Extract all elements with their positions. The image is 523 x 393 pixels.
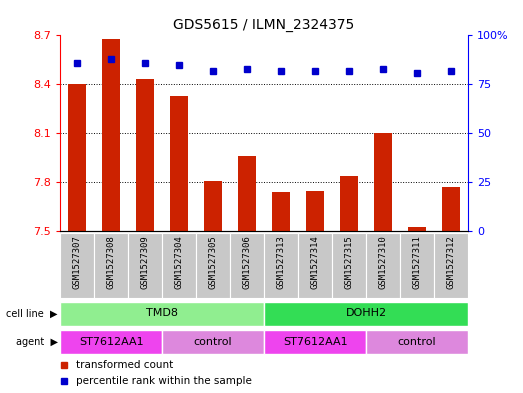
Bar <box>238 156 256 231</box>
Text: GSM1527311: GSM1527311 <box>413 235 422 289</box>
Text: GSM1527304: GSM1527304 <box>175 235 184 289</box>
Bar <box>60 330 162 354</box>
Bar <box>442 187 460 231</box>
Bar <box>434 233 468 298</box>
Text: ST7612AA1: ST7612AA1 <box>79 337 143 347</box>
Title: GDS5615 / ILMN_2324375: GDS5615 / ILMN_2324375 <box>174 18 355 31</box>
Bar <box>374 134 392 231</box>
Text: GSM1527315: GSM1527315 <box>345 235 354 289</box>
Text: GSM1527305: GSM1527305 <box>209 235 218 289</box>
Bar <box>366 330 468 354</box>
Bar <box>196 233 230 298</box>
Bar <box>264 233 298 298</box>
Text: GSM1527308: GSM1527308 <box>107 235 116 289</box>
Bar <box>204 181 222 231</box>
Text: GSM1527313: GSM1527313 <box>277 235 286 289</box>
Bar <box>366 233 400 298</box>
Text: GSM1527312: GSM1527312 <box>447 235 456 289</box>
Text: cell line  ▶: cell line ▶ <box>6 309 58 319</box>
Bar <box>162 330 264 354</box>
Text: control: control <box>398 337 436 347</box>
Text: ST7612AA1: ST7612AA1 <box>283 337 347 347</box>
Bar <box>230 233 264 298</box>
Bar <box>306 191 324 231</box>
Bar <box>340 176 358 231</box>
Bar <box>162 233 196 298</box>
Bar <box>332 233 366 298</box>
Text: percentile rank within the sample: percentile rank within the sample <box>76 376 252 386</box>
Bar <box>128 233 162 298</box>
Bar <box>136 79 154 231</box>
Text: transformed count: transformed count <box>76 360 174 371</box>
Text: GSM1527314: GSM1527314 <box>311 235 320 289</box>
Bar <box>94 233 128 298</box>
Bar <box>400 233 434 298</box>
Bar <box>60 233 94 298</box>
Text: TMD8: TMD8 <box>146 308 178 318</box>
Bar <box>68 84 86 231</box>
Bar <box>408 227 426 231</box>
Text: agent  ▶: agent ▶ <box>16 337 58 347</box>
Bar <box>60 301 264 326</box>
Bar <box>264 301 468 326</box>
Text: control: control <box>194 337 232 347</box>
Text: GSM1527307: GSM1527307 <box>73 235 82 289</box>
Text: GSM1527309: GSM1527309 <box>141 235 150 289</box>
Text: GSM1527306: GSM1527306 <box>243 235 252 289</box>
Text: GSM1527310: GSM1527310 <box>379 235 388 289</box>
Text: DOHH2: DOHH2 <box>346 308 386 318</box>
Bar <box>298 233 332 298</box>
Bar <box>170 96 188 231</box>
Bar <box>264 330 366 354</box>
Bar <box>272 192 290 231</box>
Bar <box>102 39 120 231</box>
